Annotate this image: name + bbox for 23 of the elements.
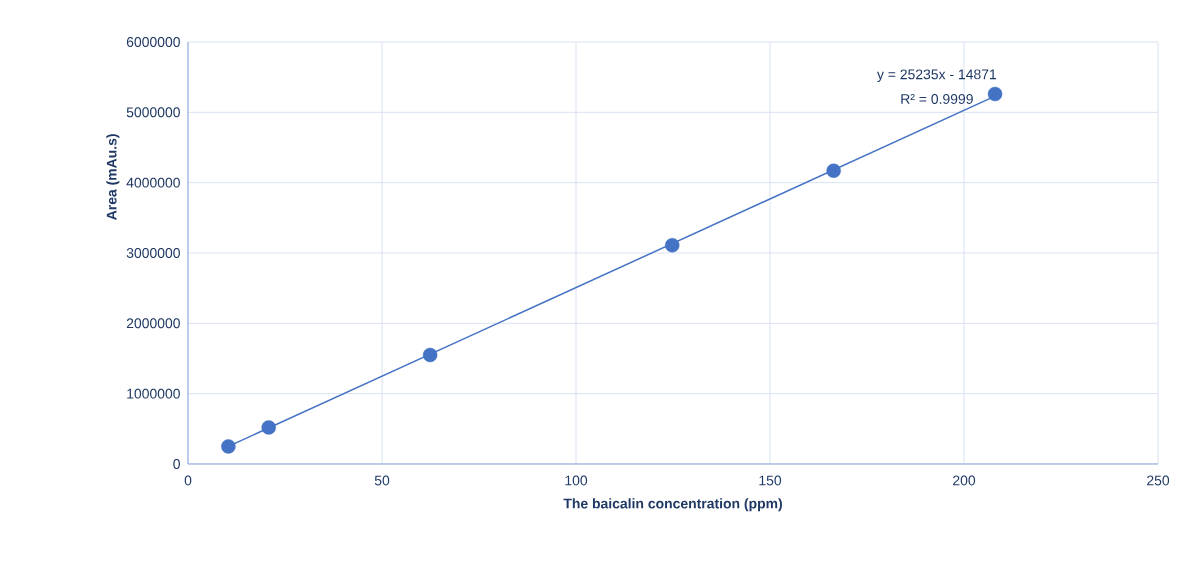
x-tick-label: 0 bbox=[184, 475, 192, 486]
point bbox=[987, 86, 1003, 102]
y-tick-label: 0 bbox=[173, 459, 180, 469]
x-axis-title: The baicalin concentration (ppm) bbox=[563, 498, 782, 512]
y-tick-label: 5000000 bbox=[126, 107, 180, 118]
x-tick-label: 150 bbox=[759, 475, 782, 486]
y-tick-label: 3000000 bbox=[126, 248, 180, 258]
annotation: R² = 0.9999 bbox=[901, 94, 973, 104]
y-tick-label: 2000000 bbox=[126, 318, 180, 329]
x-tick-label: 250 bbox=[1147, 475, 1170, 486]
point bbox=[221, 439, 236, 454]
y-axis-title: Area (mAu.s) bbox=[106, 134, 120, 220]
point bbox=[826, 163, 841, 178]
x-tick-label: 50 bbox=[374, 475, 390, 486]
point bbox=[261, 420, 276, 435]
x-tick-label: 200 bbox=[953, 475, 976, 486]
y-tick-label: 6000000 bbox=[126, 37, 180, 47]
y-tick-label: 4000000 bbox=[126, 177, 180, 188]
point bbox=[665, 238, 680, 253]
x-tick-label: 100 bbox=[565, 475, 588, 486]
annotation: y = 25235x - 14871 bbox=[876, 69, 997, 83]
point bbox=[422, 347, 438, 363]
y-tick-label: 1000000 bbox=[127, 388, 180, 399]
